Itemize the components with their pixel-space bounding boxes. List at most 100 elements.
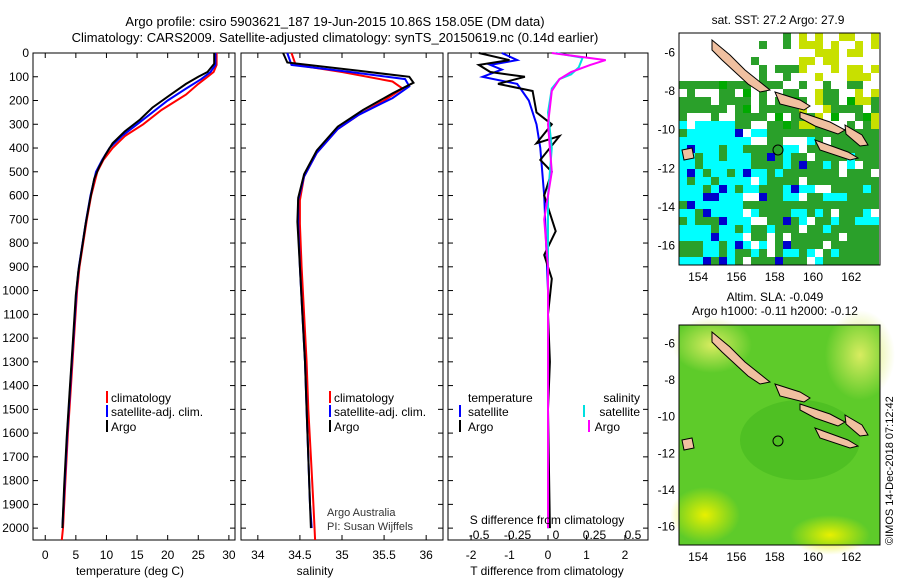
sst-cell <box>759 257 767 265</box>
sst-cell <box>799 185 807 193</box>
sst-cell <box>703 241 711 249</box>
sst-cell <box>783 65 791 73</box>
sst-cell <box>823 97 831 105</box>
x-tick-label: 35 <box>335 548 349 562</box>
x-tick-label: 34 <box>251 548 265 562</box>
island-west <box>681 437 695 451</box>
island-santa-isabel <box>799 403 847 427</box>
series-argo <box>61 53 216 529</box>
sla-map-frame <box>678 324 881 546</box>
sst-cell <box>775 161 783 169</box>
sst-cell <box>727 97 735 105</box>
sst-cell <box>823 105 831 113</box>
sst-cell <box>839 129 847 137</box>
sst-cell <box>815 193 823 201</box>
sst-cell <box>695 177 703 185</box>
sst-cell <box>871 105 879 113</box>
sst-cell <box>823 249 831 257</box>
sst-cell <box>815 169 823 177</box>
s-tick-label: 0 <box>553 528 560 542</box>
sst-cell <box>791 161 799 169</box>
sst-cell <box>679 241 687 249</box>
sst-cell <box>735 105 743 113</box>
sst-cell <box>719 105 727 113</box>
sst-cell <box>743 137 751 145</box>
sst-cell <box>687 257 695 265</box>
map-y-tick-label: -12 <box>658 446 676 460</box>
sst-cell <box>847 33 855 41</box>
legend-t-argo: Argo <box>468 420 494 434</box>
sst-cell <box>695 161 703 169</box>
sst-map-frame <box>678 32 881 266</box>
sst-cell <box>799 81 807 89</box>
sst-cell <box>791 113 799 121</box>
sst-cell <box>703 193 711 201</box>
sst-cell <box>839 201 847 209</box>
sst-cell <box>855 73 863 81</box>
sst-cell <box>695 137 703 145</box>
sst-cell <box>847 201 855 209</box>
sst-cell <box>791 129 799 137</box>
sst-cell <box>799 33 807 41</box>
sst-cell <box>679 233 687 241</box>
sst-cell <box>711 105 719 113</box>
sst-cell <box>703 201 711 209</box>
x-tick-label: 15 <box>130 548 144 562</box>
map-y-tick-label: -6 <box>664 336 675 350</box>
sst-cell <box>719 201 727 209</box>
y-tick-label: 2000 <box>2 521 29 535</box>
y-tick-label: 100 <box>9 70 29 84</box>
sst-cell <box>735 129 743 137</box>
y-tick-label: 1800 <box>2 474 29 488</box>
sst-cell <box>815 89 823 97</box>
sst-cell <box>807 177 815 185</box>
sst-cell <box>767 145 775 153</box>
y-tick-label: 500 <box>9 165 29 179</box>
sst-cell <box>727 209 735 217</box>
sst-cell <box>767 169 775 177</box>
sst-cell <box>871 241 879 249</box>
sst-cell <box>807 161 815 169</box>
sst-cell <box>727 177 735 185</box>
sst-cell <box>703 225 711 233</box>
sst-cell <box>711 81 719 89</box>
sst-cell <box>799 97 807 105</box>
sst-cell <box>855 113 863 121</box>
map-x-tick-label: 154 <box>688 270 708 284</box>
x-tick-label: 2 <box>622 548 629 562</box>
credit-pi: PI: Susan Wijffels <box>327 521 413 533</box>
sst-cell <box>735 153 743 161</box>
sst-cell <box>767 217 775 225</box>
x-tick-label: 1 <box>583 548 590 562</box>
sst-cell <box>711 137 719 145</box>
sst-cell <box>727 121 735 129</box>
sst-cell <box>687 97 695 105</box>
sst-cell <box>759 177 767 185</box>
sst-cell <box>815 241 823 249</box>
sst-cell <box>687 161 695 169</box>
sst-cell <box>711 161 719 169</box>
island-bougainville <box>711 330 772 385</box>
sst-cell <box>759 201 767 209</box>
sst-cell <box>839 193 847 201</box>
sst-cell <box>767 177 775 185</box>
sst-cell <box>847 73 855 81</box>
map-x-tick-label: 158 <box>765 550 785 564</box>
sla-high-ne <box>825 310 895 400</box>
sst-cell <box>695 193 703 201</box>
sst-cell <box>783 121 791 129</box>
y-tick-label: 900 <box>9 260 29 274</box>
sst-cell <box>807 145 815 153</box>
map-y-tick-label: -14 <box>658 200 676 214</box>
sst-cell <box>783 257 791 265</box>
sst-cell <box>711 209 719 217</box>
sst-cell <box>815 49 823 57</box>
sst-cell <box>767 121 775 129</box>
sst-cell <box>823 257 831 265</box>
sst-cell <box>687 129 695 137</box>
sst-cell <box>831 249 839 257</box>
sst-islands <box>681 38 869 161</box>
sst-cell <box>807 185 815 193</box>
sst-cell <box>743 89 751 97</box>
sst-cell <box>775 105 783 113</box>
